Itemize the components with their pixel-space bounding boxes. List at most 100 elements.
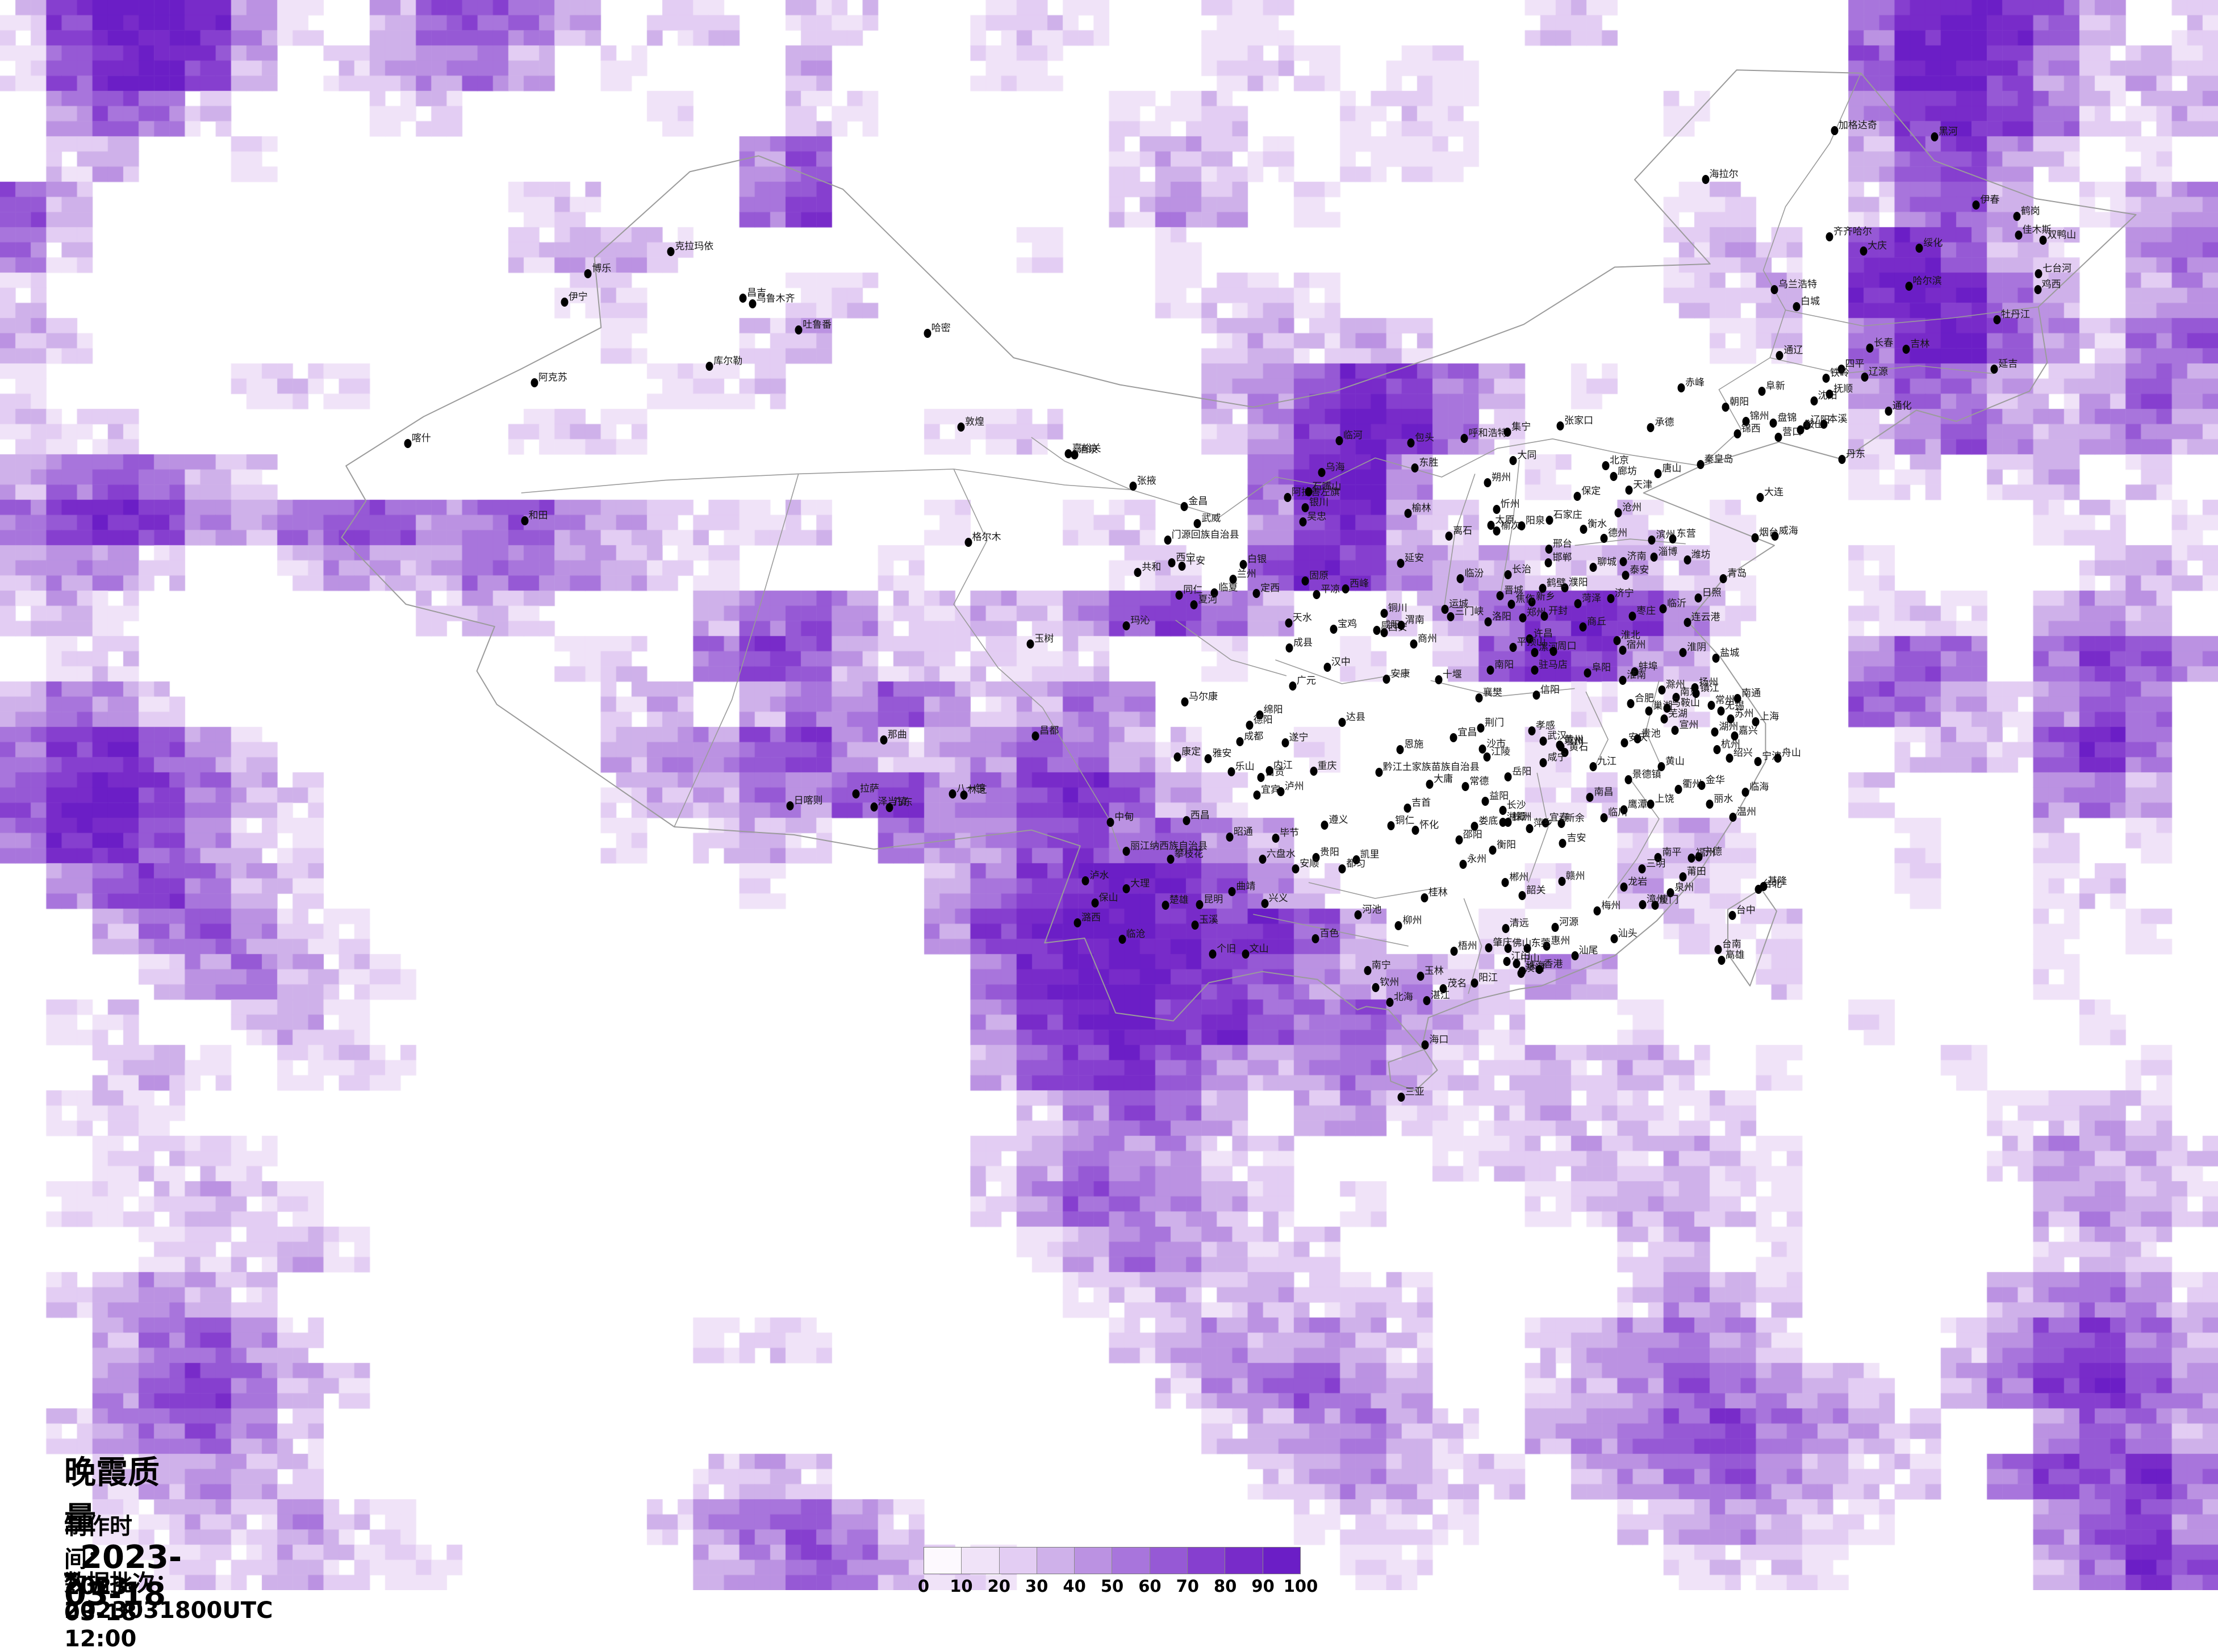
city-label: 宜宾 <box>1260 784 1280 796</box>
city-label: 安庆 <box>1628 731 1648 743</box>
city-label: 黄州 <box>1564 734 1584 746</box>
data-batch: 数据批次：2023031800UTC <box>64 1570 273 1624</box>
city-dot-icon <box>1483 752 1491 762</box>
city-dot-icon <box>1239 560 1247 570</box>
city-dot-icon <box>1651 901 1659 910</box>
city-label: 乐山 <box>1235 760 1255 772</box>
city-label: 那曲 <box>887 729 907 741</box>
city-dot-icon <box>1734 694 1741 704</box>
city-dot-icon <box>1397 1093 1405 1102</box>
city-dot-icon <box>1486 665 1494 675</box>
city-dot-icon <box>1387 821 1395 831</box>
city-label: 南平 <box>1662 847 1682 859</box>
city-dot-icon <box>1539 758 1547 768</box>
city-dot-icon <box>1299 517 1307 527</box>
city-label: 锦西 <box>1741 423 1761 435</box>
city-label: 曲靖 <box>1236 880 1256 892</box>
city-label: 鹤岗 <box>2020 205 2040 217</box>
city-dot-icon <box>1573 491 1581 501</box>
city-label: 吐鲁番 <box>803 319 832 331</box>
city-dot-icon <box>1167 855 1175 864</box>
city-dot-icon <box>1684 618 1691 628</box>
city-dot-icon <box>1620 805 1628 814</box>
city-label: 兰州 <box>1237 568 1256 580</box>
city-dot-icon <box>1719 574 1727 584</box>
city-dot-icon <box>1493 504 1501 514</box>
city-label: 岳阳 <box>1512 766 1532 778</box>
city-label: 钦州 <box>1380 976 1400 988</box>
city-label: 贵阳 <box>1319 846 1339 858</box>
city-label: 哈尔滨 <box>1912 275 1942 287</box>
city-dot-icon <box>1292 864 1300 874</box>
city-dot-icon <box>2034 285 2042 294</box>
city-label: 马鞍山 <box>1670 697 1700 709</box>
city-dot-icon <box>1081 876 1089 886</box>
city-dot-icon <box>1435 675 1443 685</box>
city-label: 周口 <box>1557 640 1577 652</box>
city-label: 凯里 <box>1360 848 1380 860</box>
city-dot-icon <box>1718 956 1726 965</box>
city-label: 桂林 <box>1428 887 1448 899</box>
city-label: 汉中 <box>1331 656 1351 668</box>
city-label: 延安 <box>1405 553 1424 564</box>
city-dot-icon <box>1301 503 1309 513</box>
city-dot-icon <box>1380 628 1388 637</box>
city-dot-icon <box>667 247 675 257</box>
city-label: 同仁 <box>1183 584 1203 596</box>
legend-tick-label: 30 <box>1025 1576 1049 1596</box>
city-dot-icon <box>1501 878 1509 888</box>
province-border-2 <box>1770 310 1994 374</box>
city-dot-icon <box>1579 622 1587 632</box>
city-dot-icon <box>1354 910 1362 920</box>
city-dot-icon <box>1321 821 1329 830</box>
city-label: 银川 <box>1309 497 1329 509</box>
city-label: 萍乡 <box>1533 817 1553 829</box>
city-label: 济南 <box>1627 551 1647 563</box>
city-dot-icon <box>1584 668 1592 677</box>
city-dot-icon <box>1663 704 1671 713</box>
city-label: 临沂 <box>1666 598 1686 610</box>
city-dot-icon <box>1758 386 1766 396</box>
city-label: 沧州 <box>1622 502 1642 514</box>
city-label: 泉州 <box>1674 882 1694 894</box>
city-label: 张掖 <box>1137 475 1156 487</box>
city-dot-icon <box>1580 525 1588 534</box>
legend-swatch <box>1037 1548 1075 1574</box>
city-dot-icon <box>1770 285 1778 294</box>
city-dot-icon <box>1752 717 1760 726</box>
city-dot-icon <box>1504 944 1512 953</box>
city-dot-icon <box>1173 752 1181 762</box>
city-label: 基隆 <box>1768 875 1787 887</box>
city-label: 淮南 <box>1627 670 1647 681</box>
city-dot-icon <box>1610 934 1618 944</box>
city-label: 黄石 <box>1569 741 1589 753</box>
city-dot-icon <box>1421 893 1428 903</box>
city-dot-icon <box>1586 792 1594 802</box>
city-label: 郴州 <box>1509 872 1529 884</box>
city-dot-icon <box>1551 922 1559 932</box>
province-border-18 <box>1042 708 1120 851</box>
city-dot-icon <box>1265 766 1273 776</box>
city-label: 兴义 <box>1268 892 1288 904</box>
city-dot-icon <box>1129 482 1137 491</box>
city-label: 梧州 <box>1457 940 1477 952</box>
city-label: 日喀则 <box>793 795 823 807</box>
city-label: 肇庆 <box>1493 936 1513 948</box>
city-label: 呼和浩特 <box>1468 427 1507 439</box>
city-label: 齐齐哈尔 <box>1833 226 1872 238</box>
city-dot-icon <box>1411 463 1419 473</box>
province-border-6 <box>1499 459 1519 601</box>
city-label: 定西 <box>1260 582 1280 594</box>
province-border-16 <box>954 469 1042 708</box>
city-label: 石家庄 <box>1553 509 1582 521</box>
city-label: 都匀 <box>1346 858 1366 869</box>
city-label: 金昌 <box>1188 495 1208 507</box>
city-dot-icon <box>1734 429 1741 439</box>
city-dot-icon <box>1810 396 1818 405</box>
city-label: 重庆 <box>1317 760 1337 772</box>
city-dot-icon <box>1175 591 1183 600</box>
city-label: 赣州 <box>1565 871 1585 883</box>
city-label: 嘉峪关 <box>1072 442 1101 454</box>
city-label: 海拉尔 <box>1709 169 1739 181</box>
city-dot-icon <box>1504 570 1512 580</box>
